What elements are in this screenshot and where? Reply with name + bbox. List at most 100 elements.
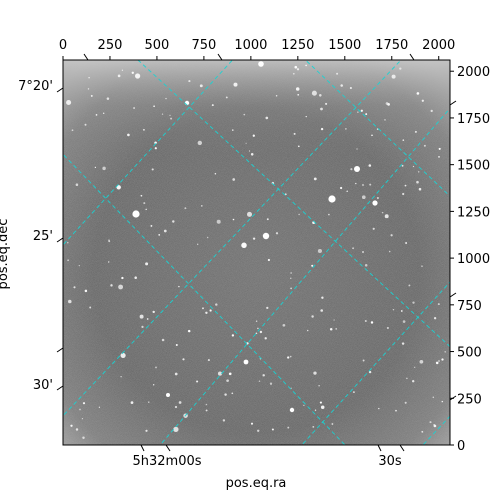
star — [117, 74, 121, 78]
dec-tick-label-1: 25' — [33, 229, 53, 244]
star — [241, 242, 247, 249]
star — [81, 418, 83, 420]
star — [148, 401, 150, 403]
star — [401, 342, 405, 345]
star — [200, 205, 203, 207]
star — [106, 97, 110, 100]
star — [444, 351, 446, 353]
star — [172, 220, 175, 223]
star — [391, 74, 396, 79]
bright-star — [262, 232, 270, 240]
star — [275, 232, 279, 235]
star — [120, 376, 122, 378]
star — [421, 430, 424, 433]
star — [404, 184, 407, 187]
dec-ticks — [56, 87, 457, 401]
star — [287, 356, 290, 359]
star — [134, 276, 137, 279]
coordinate-grid — [63, 60, 450, 445]
star — [390, 234, 393, 237]
star — [346, 190, 348, 193]
star — [402, 192, 405, 196]
grid-line-7 — [63, 60, 234, 246]
star — [311, 90, 317, 96]
star — [400, 310, 403, 312]
star — [197, 140, 202, 146]
x-tick-label-2: 500 — [145, 38, 170, 53]
sky-image — [63, 60, 450, 445]
star — [441, 400, 444, 403]
star — [320, 107, 323, 111]
bright-star — [354, 166, 360, 172]
star — [178, 401, 182, 404]
star — [265, 116, 269, 120]
star — [355, 182, 357, 185]
star — [199, 84, 203, 88]
star — [145, 262, 149, 266]
x-tick-label-5: 1250 — [281, 38, 314, 53]
star — [205, 409, 208, 412]
x-tick-label-7: 1750 — [375, 38, 408, 53]
star — [165, 97, 167, 100]
star — [350, 168, 353, 171]
star — [250, 422, 254, 425]
star — [275, 95, 278, 97]
star — [70, 424, 73, 427]
star — [290, 277, 292, 279]
bright-star — [258, 61, 264, 67]
y-tick-label-2: 500 — [457, 346, 482, 361]
star — [154, 147, 157, 150]
star — [311, 264, 314, 267]
star — [151, 168, 154, 171]
star — [202, 307, 204, 310]
x-tick-label-0: 0 — [59, 38, 67, 53]
star — [197, 243, 199, 245]
star — [311, 315, 314, 318]
star — [336, 72, 339, 75]
star — [226, 379, 229, 383]
star — [75, 428, 79, 431]
star — [305, 64, 307, 67]
star — [408, 284, 411, 287]
star — [84, 123, 87, 126]
ra-tick-label-0: 5h32m00s — [132, 454, 201, 469]
star — [153, 105, 155, 108]
star — [84, 289, 88, 293]
star — [82, 402, 86, 405]
star — [259, 330, 263, 334]
star — [360, 109, 363, 112]
star — [333, 319, 335, 321]
star — [328, 213, 330, 216]
star — [318, 385, 320, 387]
star — [169, 114, 171, 117]
star — [267, 258, 271, 262]
star — [376, 196, 379, 200]
y-tick-label-5: 1250 — [457, 205, 490, 220]
star — [250, 153, 254, 156]
star — [433, 424, 435, 426]
star — [94, 166, 97, 169]
star — [312, 426, 315, 428]
star — [266, 218, 269, 221]
star — [153, 384, 155, 386]
star — [345, 128, 347, 130]
star — [214, 172, 217, 175]
star — [294, 65, 298, 69]
star — [441, 358, 444, 361]
star — [313, 177, 317, 181]
star — [438, 360, 440, 362]
star — [196, 380, 199, 383]
star — [110, 284, 113, 287]
star — [352, 391, 355, 394]
star — [423, 144, 426, 147]
x-axis-label: pos.eq.ra — [226, 476, 287, 491]
star — [207, 236, 209, 239]
star — [130, 401, 134, 404]
star — [252, 134, 255, 137]
star — [306, 329, 309, 332]
star — [143, 202, 146, 205]
star — [231, 334, 235, 337]
star — [412, 301, 415, 304]
star — [79, 408, 81, 411]
